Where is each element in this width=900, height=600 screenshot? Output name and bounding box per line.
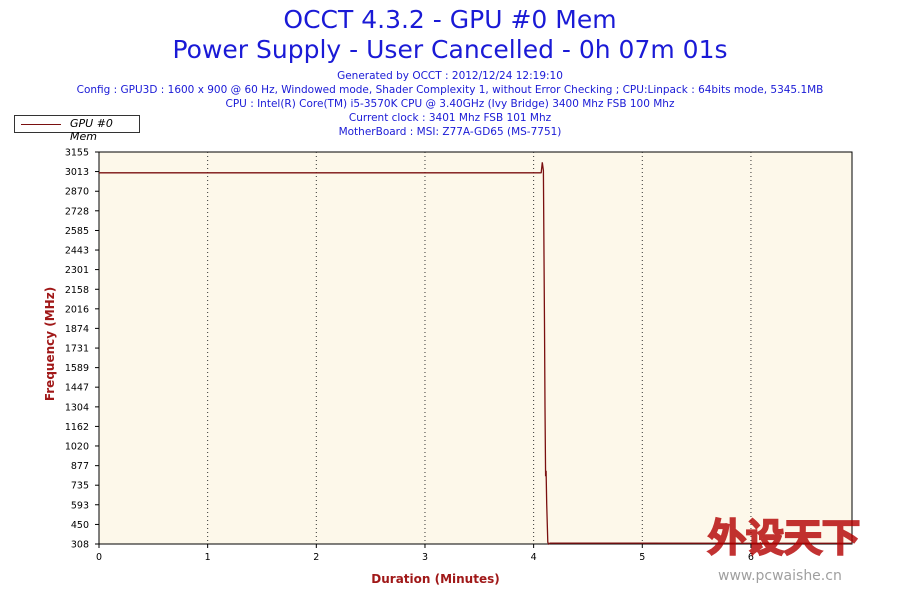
y-tick-label: 3013 [65,167,89,178]
y-axis-title: Frequency (MHz) [43,287,57,401]
y-tick-label: 2870 [65,187,89,198]
y-tick-label: 1162 [65,422,89,433]
x-tick-label: 0 [96,552,102,563]
pcwaishe-watermark-logo: 外设天下 www.pcwaishe.cn [707,515,861,584]
y-tick-label: 2585 [65,226,89,237]
y-tick-label: 2016 [65,304,89,315]
clock-info: Current clock : 3401 Mhz FSB 101 Mhz [348,112,552,124]
watermark-url: www.pcwaishe.cn [718,568,842,584]
plot-area [98,151,853,545]
config-info: Config : GPU3D : 1600 x 900 @ 60 Hz, Win… [76,84,824,96]
y-tick-label: 2443 [65,246,89,257]
y-tick-label: 735 [71,481,89,492]
x-tick-label: 3 [422,552,428,563]
chart-subtitle: Power Supply - User Cancelled - 0h 07m 0… [172,35,728,64]
chart-title: OCCT 4.3.2 - GPU #0 Mem [283,5,617,34]
x-tick-label: 1 [205,552,211,563]
x-tick-label: 5 [639,552,645,563]
generated-info: Generated by OCCT : 2012/12/24 12:19:10 [337,70,563,82]
legend-label: GPU #0 Mem [70,117,113,143]
y-tick-label: 2728 [65,206,89,217]
y-tick-label: 593 [71,500,89,511]
y-tick-label: 1447 [65,383,89,394]
y-tick-label: 877 [71,461,89,472]
x-tick-label: 4 [531,552,537,563]
y-tick-label: 2158 [65,285,89,296]
watermark-brand: 外设天下 [708,516,860,560]
y-tick-label: 1731 [65,344,89,355]
y-tick-label: 450 [71,520,89,531]
x-axis-title: Duration (Minutes) [371,572,499,586]
legend-swatch [21,124,61,125]
y-tick-label: 3155 [65,148,89,159]
y-tick-label: 1304 [65,402,89,413]
y-tick-label: 2301 [65,265,89,276]
y-tick-label: 1589 [65,363,89,374]
x-tick-label: 6 [748,552,754,563]
chart-legend: GPU #0 Mem [14,115,140,143]
x-tick-label: 2 [313,552,319,563]
series-line-gpu0-mem [99,162,852,545]
y-tick-label: 1020 [65,441,89,452]
motherboard-info: MotherBoard : MSI: Z77A-GD65 (MS-7751) [338,126,562,138]
y-tick-label: 1874 [65,324,89,335]
cpu-info: CPU : Intel(R) Core(TM) i5-3570K CPU @ 3… [225,98,675,110]
y-tick-label: 308 [71,540,89,551]
